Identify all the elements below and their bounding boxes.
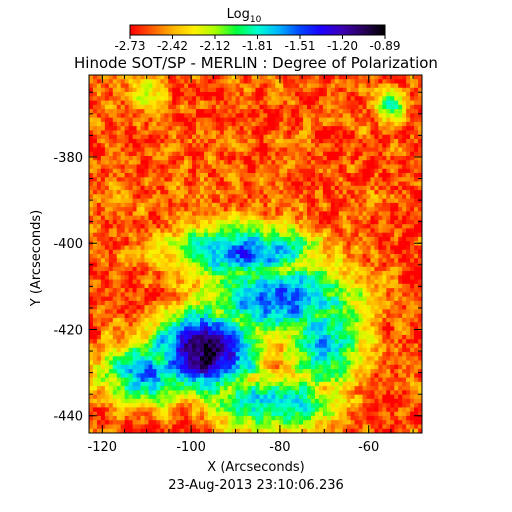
colorbar-tick-label: -2.73 <box>114 39 145 53</box>
plot-frame <box>88 74 423 434</box>
chart-title: Hinode SOT/SP - MERLIN : Degree of Polar… <box>74 54 438 72</box>
x-tick-label: -100 <box>176 440 206 455</box>
x-tick-label: -120 <box>88 440 118 455</box>
x-tick-label: -80 <box>269 440 290 455</box>
y-tick-label: -380 <box>53 151 83 166</box>
y-tick-label: -420 <box>53 323 83 338</box>
y-tick-label: -440 <box>53 410 83 425</box>
colorbar-tick-label: -0.89 <box>369 39 400 53</box>
colorbar-tick-label: -1.81 <box>242 39 273 53</box>
x-axis-label: X (Arcseconds) <box>207 460 304 475</box>
timestamp: 23-Aug-2013 23:10:06.236 <box>168 478 344 493</box>
y-axis-label: Y (Arcseconds) <box>29 210 44 307</box>
colorbar-tick-label: -2.42 <box>157 39 188 53</box>
y-tick-label: -400 <box>53 237 83 252</box>
heatmap-image <box>89 75 423 434</box>
x-tick-label: -60 <box>358 440 379 455</box>
colorbar-gradient <box>130 25 386 35</box>
colorbar-label: Log10 <box>227 7 262 25</box>
colorbar-ticks: -2.73 -2.42 -2.12 -1.81 -1.51 -1.20 -0.89 <box>114 35 401 53</box>
colorbar-tick-label: -1.51 <box>284 39 315 53</box>
colorbar-tick-label: -2.12 <box>199 39 230 53</box>
axis-ticks: -120 -100 -80 -60 -380 -400 -420 -440 <box>53 75 422 455</box>
colorbar-tick-label: -1.20 <box>327 39 358 53</box>
